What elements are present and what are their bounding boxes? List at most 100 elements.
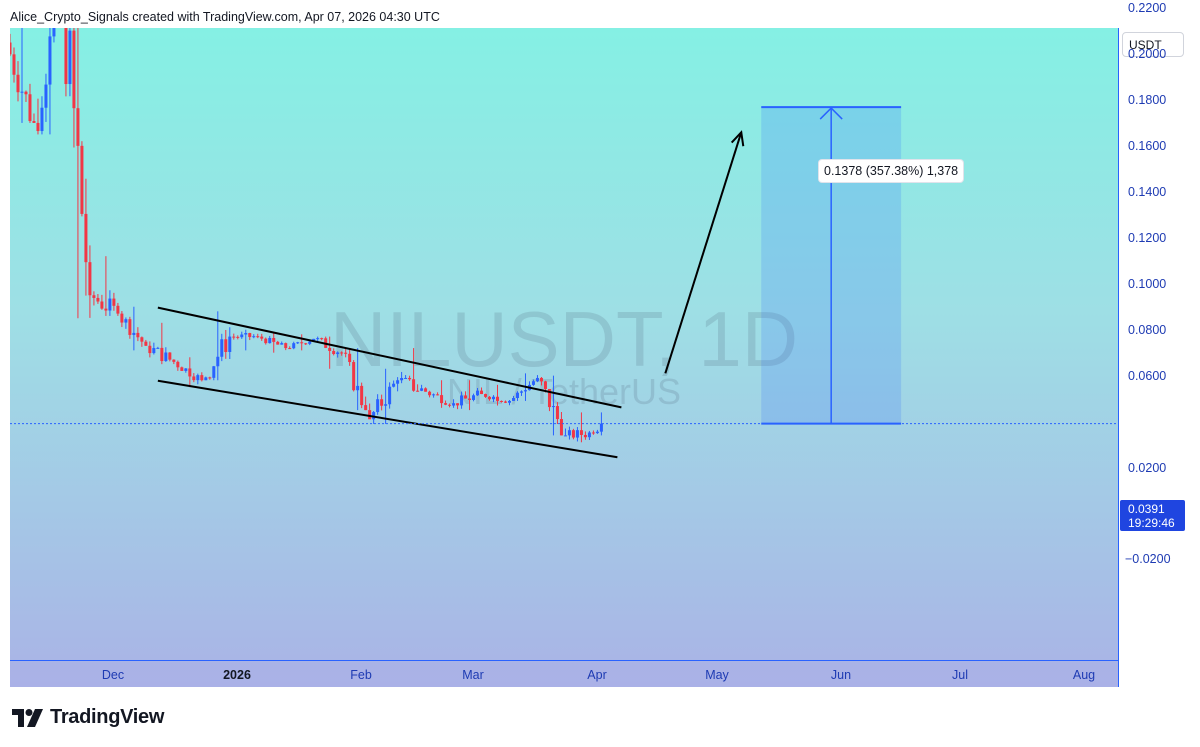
price-tick-label: 0.0600 [1128,368,1167,383]
candle-body [384,404,388,406]
candle-body [180,367,184,371]
candle-body [184,368,188,371]
chart-plot-area[interactable]: NILUSDT, 1D NIL / TetherUS 0.1378 (357.3… [10,28,1118,660]
candle-body [284,343,288,349]
candle-body [416,390,420,392]
candle-body [164,352,168,362]
candle-body [64,28,68,85]
price-tick-label: 0.1600 [1128,138,1167,153]
candle-body [48,36,52,85]
candle-body [587,432,591,438]
candle-body [76,108,80,146]
candle-body [420,388,424,391]
candle-body [599,423,603,432]
candle-body [124,319,128,323]
time-tick-label: Feb [350,668,372,682]
candle-body [468,398,472,400]
candle-body [156,347,160,349]
candle-body [12,54,16,75]
candle-body [44,84,48,108]
candle-body [488,396,492,400]
time-axis-border [10,660,1118,661]
candle-body [160,347,164,362]
candle-body [116,305,120,314]
candle-body [208,377,212,379]
candle-body [10,42,12,55]
candle-body [448,404,452,406]
candle-body [539,377,543,382]
candle-body [424,388,428,392]
candle-body [452,403,456,406]
candle-body [368,410,372,420]
candle-body [252,336,256,338]
price-tick-label: 0.2000 [1128,47,1167,61]
candle-body [484,394,488,397]
candle-body [168,352,172,360]
candle-body [396,380,400,384]
candle-body [232,336,236,338]
candle-body [352,362,356,391]
chart-canvas [10,28,1118,459]
candle-body [432,394,436,396]
candle-body [555,406,559,420]
candle-body [364,405,368,411]
candle-body [360,385,364,406]
projection-arrowhead [730,130,745,147]
candle-body [320,338,324,340]
time-tick-label: 2026 [223,668,251,682]
candle-body [340,352,344,354]
candle-body [52,28,56,37]
candle-body [40,107,44,132]
candle-body [196,375,200,381]
price-axis[interactable]: USDT 0.2200 0.2000 0.1800 0.1600 0.1400 0.120… [1118,1,1200,687]
candle-body [444,403,448,405]
tradingview-logo[interactable]: TradingView [12,706,164,729]
candle-body [204,377,208,381]
candle-body [188,368,192,377]
candle-body [456,403,460,406]
candle-body [20,91,24,93]
candle-body [440,395,444,404]
time-tick-label: Apr [587,668,607,682]
candle-body [16,74,20,93]
candle-body [172,359,176,362]
candle-body [480,390,484,395]
price-tick-label: 0.1800 [1128,92,1167,107]
candle-body [551,406,555,408]
candle-body [412,379,416,391]
candle-body [348,353,352,363]
candle-body [224,339,228,352]
candle-body [100,301,104,309]
candle-body [28,94,32,122]
candle-body [508,400,511,403]
candle-body [571,430,575,438]
candle-body [428,391,432,396]
candle-body [80,145,84,214]
channel-upper-line [157,306,622,409]
candle-body [212,366,216,378]
candle-body [148,345,152,354]
candle-body [272,337,276,342]
candle-body [68,30,72,85]
candle-body [332,350,336,355]
price-tick-label: 0.0200 [1128,460,1167,475]
time-tick-label: Aug [1072,668,1096,682]
currency-button[interactable]: USDT [1122,32,1184,57]
candle-body [535,377,539,382]
candle-body [408,377,412,380]
candle-body [276,341,280,345]
candle-body [400,378,404,381]
candle-body [236,336,240,338]
candle-body [492,396,496,400]
candle-body [248,333,252,338]
candle-body [583,434,587,438]
bar-countdown: 19:29:46 [1128,516,1175,530]
price-tick-label: −0.0200 [1125,552,1171,567]
candle-body [336,352,340,355]
candle-body [288,348,292,350]
price-tick-label: 0.1400 [1128,184,1167,199]
time-axis[interactable] [10,660,1118,687]
candle-body [376,399,380,413]
candle-body [92,295,96,298]
candle-body [296,342,300,344]
